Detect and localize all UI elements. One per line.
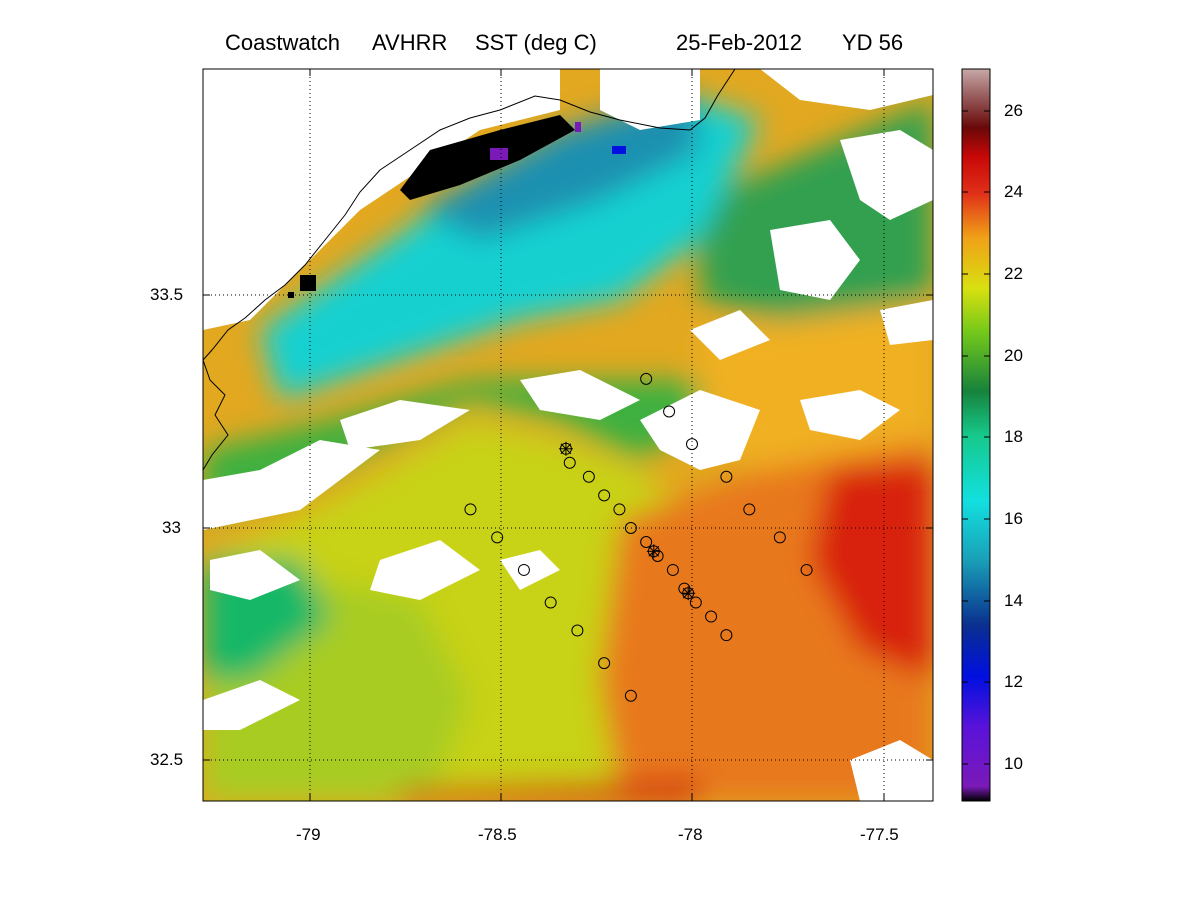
station-circle (773, 531, 786, 544)
station-circle (800, 563, 813, 576)
station-circle (598, 657, 611, 670)
colorbar-tick-label: 22 (1004, 264, 1023, 283)
station-circle (491, 531, 504, 544)
station-circle (640, 535, 653, 548)
colorbar-tick-label: 18 (1004, 427, 1023, 446)
station-circle (544, 596, 557, 609)
station-circle (689, 596, 702, 609)
station-markers (464, 372, 813, 702)
station-circle (720, 629, 733, 642)
station-circle (663, 405, 676, 418)
grid-lines (203, 69, 933, 801)
station-circle (598, 489, 611, 502)
station-star (646, 544, 661, 559)
station-circle (582, 470, 595, 483)
station-circle (563, 456, 576, 469)
y-tick-label: 32.5 (150, 750, 184, 769)
station-circle (613, 503, 626, 516)
station-circle (743, 503, 756, 516)
station-circle (624, 522, 637, 534)
title-sensor: AVHRR (372, 30, 448, 55)
x-tick-label: -78 (678, 825, 703, 844)
colorbar (961, 68, 991, 802)
station-star (558, 441, 573, 456)
y-tick-label: 33 (162, 518, 181, 537)
x-tick-label: -77.5 (860, 825, 899, 844)
station-circle (640, 372, 653, 385)
colorbar-tick-label: 16 (1004, 509, 1023, 528)
station-circle (686, 438, 698, 451)
coastline (202, 68, 736, 471)
station-circle (678, 582, 691, 595)
title-variable: SST (deg C) (475, 30, 597, 55)
colorbar-tick-label: 26 (1004, 101, 1023, 120)
colorbar-tick-label: 10 (1004, 754, 1023, 773)
station-circle (720, 470, 733, 483)
colorbar-tick-label: 14 (1004, 591, 1023, 610)
colorbar-tick-label: 12 (1004, 672, 1023, 691)
station-circle (517, 563, 530, 576)
map-frame (202, 68, 934, 802)
sst-field (203, 69, 933, 801)
colorbar-tick-label: 20 (1004, 346, 1023, 365)
y-tick-label: 33.5 (150, 285, 184, 304)
x-tick-label: -78.5 (478, 825, 517, 844)
station-circle (571, 624, 584, 637)
title-product: Coastwatch (225, 30, 340, 55)
station-star (681, 586, 696, 601)
title-yearday: YD 56 (842, 30, 904, 55)
colorbar-ticks (962, 110, 990, 765)
station-circle (624, 689, 637, 702)
station-circle (464, 503, 477, 516)
x-tick-label: -79 (296, 825, 321, 844)
title-date: 25-Feb-2012 (676, 30, 802, 55)
map-ticks (203, 69, 933, 801)
colorbar-tick-label: 24 (1004, 182, 1023, 201)
station-circle (666, 563, 679, 576)
station-circle (651, 549, 664, 562)
station-circle (705, 610, 718, 623)
